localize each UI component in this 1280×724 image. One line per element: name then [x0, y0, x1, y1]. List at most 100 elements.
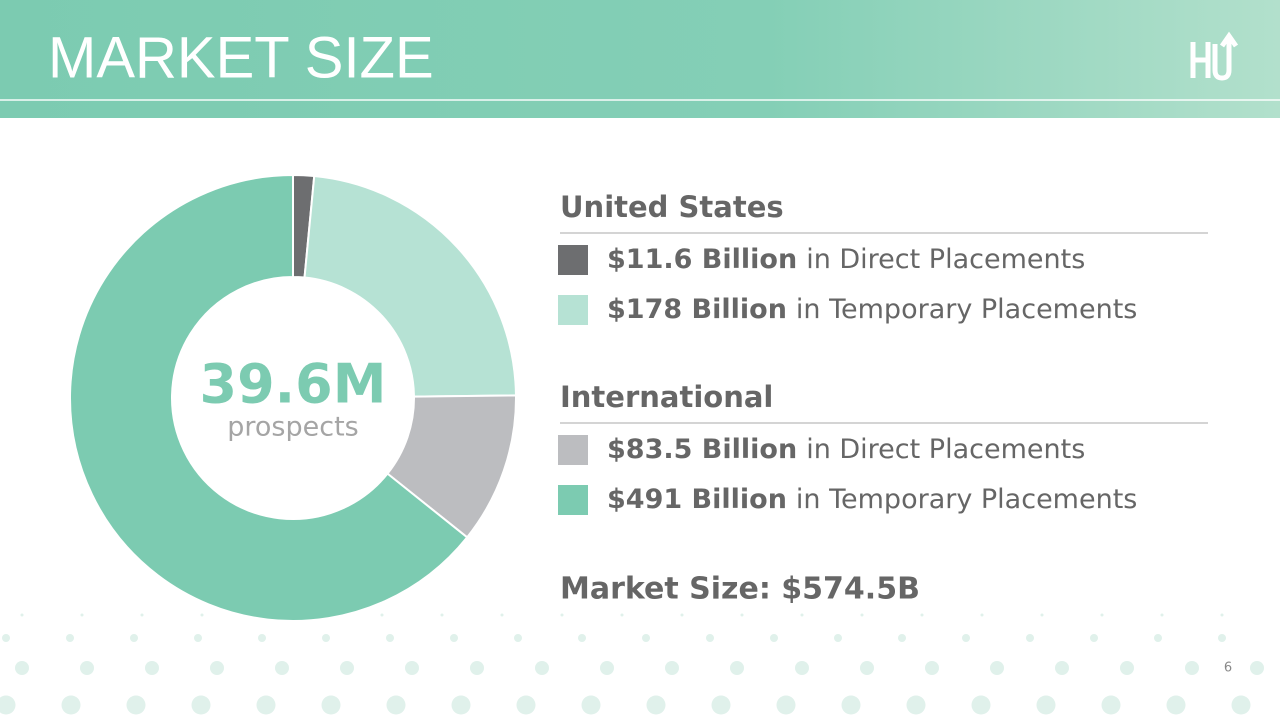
dot — [500, 613, 504, 617]
legend-category: in Direct Placements — [806, 434, 1085, 465]
dot — [451, 695, 471, 715]
dot — [600, 661, 614, 675]
dot — [795, 661, 809, 675]
dot — [321, 695, 341, 715]
logo — [1190, 31, 1239, 81]
dot — [560, 613, 564, 617]
dot — [191, 695, 211, 715]
dot — [20, 613, 24, 617]
legend-value-label: $11.6 Billion — [607, 244, 797, 275]
dot — [386, 695, 406, 715]
dot — [860, 613, 864, 617]
dot — [860, 661, 874, 675]
logo-h — [1190, 42, 1211, 78]
dot — [920, 613, 924, 617]
dot — [770, 634, 778, 642]
dot — [581, 695, 601, 715]
dot — [962, 634, 970, 642]
logo-arrow — [1212, 31, 1239, 81]
dot — [1218, 634, 1226, 642]
dot — [1220, 613, 1224, 617]
legend-entry: $83.5 Billion in Direct Placements — [607, 434, 1085, 465]
dot — [980, 613, 984, 617]
dot — [620, 613, 624, 617]
dot — [200, 613, 204, 617]
donut-slice — [69, 173, 469, 622]
dot — [386, 634, 394, 642]
dot — [646, 695, 666, 715]
legend-category: in Temporary Placements — [796, 484, 1137, 515]
legend: United States $11.6 Billion in Direct Plac… — [558, 190, 1208, 515]
dot — [1154, 634, 1162, 642]
legend-entry: $491 Billion in Temporary Placements — [607, 484, 1137, 515]
dot — [925, 661, 939, 675]
dot — [126, 695, 146, 715]
dot — [340, 661, 354, 675]
dot — [680, 613, 684, 617]
dot — [800, 613, 804, 617]
dot — [210, 661, 224, 675]
dot — [1055, 661, 1069, 675]
legend-group-title: International — [560, 380, 773, 414]
dot — [80, 661, 94, 675]
legend-entry: $11.6 Billion in Direct Placements — [607, 244, 1085, 275]
donut-chart — [69, 173, 517, 622]
market-size-total: Market Size: $574.5B — [560, 572, 920, 607]
dot — [990, 661, 1004, 675]
dot — [740, 613, 744, 617]
center-subtext: prospects — [227, 412, 358, 443]
legend-category: in Direct Placements — [806, 244, 1085, 275]
dot — [776, 695, 796, 715]
legend-swatch — [558, 295, 588, 325]
dot — [1101, 695, 1121, 715]
dot — [642, 634, 650, 642]
dot — [258, 634, 266, 642]
donut-slice — [303, 174, 517, 398]
dot-pattern — [0, 613, 1264, 715]
dot — [971, 695, 991, 715]
dot — [440, 613, 444, 617]
dot — [145, 661, 159, 675]
dot — [130, 634, 138, 642]
dot — [0, 695, 16, 715]
dot — [706, 634, 714, 642]
dot — [1026, 634, 1034, 642]
dot — [66, 634, 74, 642]
dot — [405, 661, 419, 675]
legend-swatch — [558, 245, 588, 275]
dot — [80, 613, 84, 617]
dot — [535, 661, 549, 675]
legend-group-title: United States — [560, 190, 784, 224]
page-number: 6 — [1224, 661, 1232, 676]
dot — [380, 613, 384, 617]
dot — [711, 695, 731, 715]
legend-swatch — [558, 485, 588, 515]
dot — [2, 634, 10, 642]
legend-entry: $178 Billion in Temporary Placements — [607, 294, 1137, 325]
dot — [898, 634, 906, 642]
dot — [450, 634, 458, 642]
dot — [470, 661, 484, 675]
center-value: 39.6M — [200, 353, 387, 416]
legend-value-label: $491 Billion — [607, 484, 787, 515]
legend-swatch — [558, 435, 588, 465]
dot — [841, 695, 861, 715]
dot — [834, 634, 842, 642]
dot — [1166, 695, 1186, 715]
header-band — [0, 0, 1280, 118]
dot — [1160, 613, 1164, 617]
dot — [322, 634, 330, 642]
dot — [61, 695, 81, 715]
dot — [1231, 695, 1251, 715]
dot — [578, 634, 586, 642]
dot — [1040, 613, 1044, 617]
dot — [665, 661, 679, 675]
dot — [906, 695, 926, 715]
dot — [194, 634, 202, 642]
dot — [514, 634, 522, 642]
dot — [1250, 661, 1264, 675]
legend-category: in Temporary Placements — [796, 294, 1137, 325]
dot — [1036, 695, 1056, 715]
